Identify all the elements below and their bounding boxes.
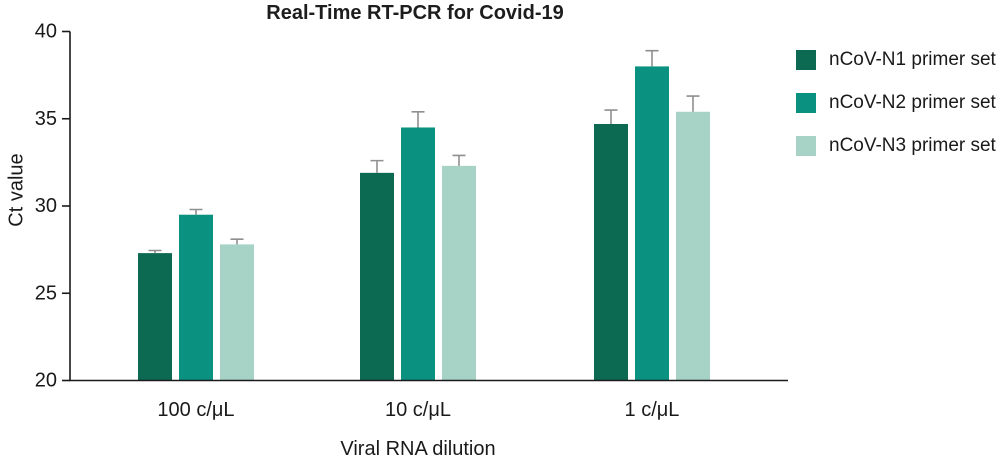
x-category-label-1: 1 c/μL xyxy=(625,399,680,421)
chart-title: Real-Time RT-PCR for Covid-19 xyxy=(266,2,564,24)
error-bar-n3-100 xyxy=(230,238,244,245)
legend-item-n2: nCoV-N2 primer set xyxy=(796,93,996,113)
legend-color-swatch-n2 xyxy=(796,93,816,113)
y-tick-label-20: 20 xyxy=(35,370,57,392)
bar-n2-100 xyxy=(179,214,213,381)
legend-item-n1: nCoV-N1 primer set xyxy=(796,50,996,70)
legend-color-swatch-n1 xyxy=(796,50,816,70)
error-bar-n1-1 xyxy=(604,109,618,124)
bar-n3-100 xyxy=(220,244,254,381)
error-bar-n1-100 xyxy=(148,249,162,254)
error-bar-n2-100 xyxy=(189,208,203,215)
bar-n1-100 xyxy=(138,253,172,381)
legend-item-n3: nCoV-N3 primer set xyxy=(796,136,996,156)
error-bar-n2-1 xyxy=(645,49,659,67)
bar-n1-1 xyxy=(594,123,628,381)
bar-n1-10 xyxy=(360,172,394,381)
legend-color-swatch-n3 xyxy=(796,136,816,156)
legend-label-n2: nCoV-N2 primer set xyxy=(829,92,996,113)
bar-n3-1 xyxy=(676,111,710,381)
error-bar-n3-1 xyxy=(686,95,700,112)
legend-label-n3: nCoV-N3 primer set xyxy=(829,135,996,156)
error-bar-n2-10 xyxy=(411,110,425,128)
y-tick-label-25: 25 xyxy=(35,282,57,304)
y-axis-label: Ct value xyxy=(5,153,28,227)
bar-n2-10 xyxy=(401,127,435,381)
x-category-label-10: 10 c/μL xyxy=(385,399,451,421)
y-tick-label-35: 35 xyxy=(35,108,57,130)
legend-label-n1: nCoV-N1 primer set xyxy=(829,49,996,70)
error-bar-n1-10 xyxy=(370,159,384,173)
bar-n3-10 xyxy=(442,165,476,381)
y-tick-label-40: 40 xyxy=(35,21,57,43)
x-axis-label: Viral RNA dilution xyxy=(340,438,496,460)
x-category-label-100: 100 c/μL xyxy=(157,399,234,421)
legend: nCoV-N1 primer set nCoV-N2 primer set nCoV… xyxy=(796,50,996,179)
bar-n2-1 xyxy=(635,66,669,381)
y-tick-label-30: 30 xyxy=(35,195,57,217)
error-bar-n3-10 xyxy=(452,154,466,166)
